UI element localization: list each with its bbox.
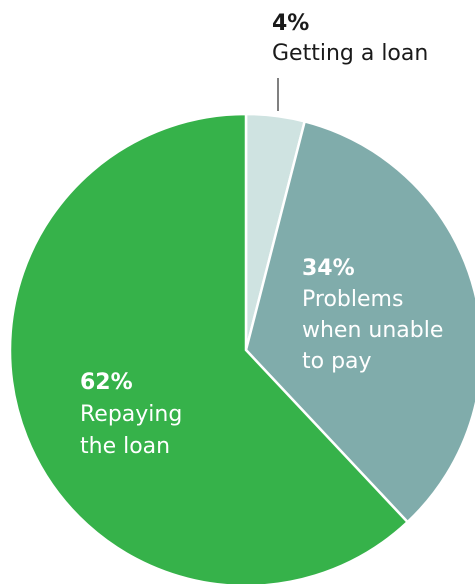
slice-label-text-problems-line3: to pay [302,349,372,374]
pie-slice-repaying-the-loan [8,112,410,584]
slice-label-text-problems-line2: when unable [302,318,443,343]
slice-label-percent-getting-a-loan: 4% [272,11,309,36]
pie-slices [8,112,475,584]
slice-label-text-getting-a-loan: Getting a loan [272,41,428,66]
slice-label-text-repaying-line2: the loan [80,434,170,459]
slice-label-percent-repaying: 62% [80,370,133,395]
slice-label-text-repaying-line1: Repaying [80,402,182,427]
slice-label-text-problems-line1: Problems [302,287,403,312]
slice-label-percent-problems: 34% [302,256,355,281]
